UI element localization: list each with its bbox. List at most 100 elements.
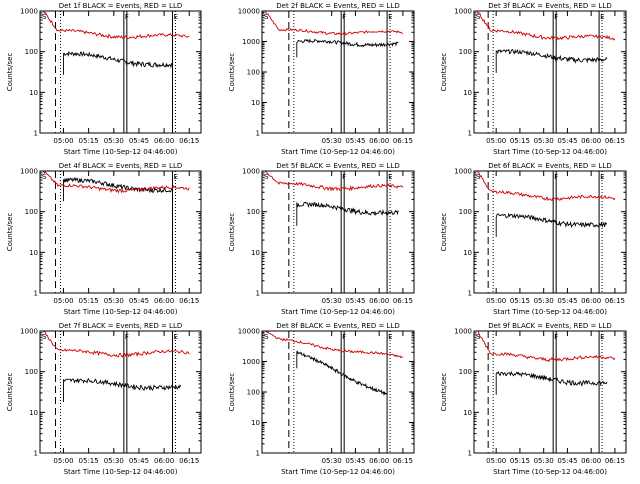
panel-title: Det 4f BLACK = Events, RED = LLD (59, 162, 182, 170)
x-axis-label: Start Time (10-Sep-12 04:46:00) (281, 148, 395, 156)
y-tick-label: 100 (459, 368, 472, 376)
panel-9: Det 9f BLACK = Events, RED = LLD Start Ti… (440, 322, 627, 476)
panel-title: Det 1f BLACK = Events, RED = LLD (59, 2, 182, 10)
y-tick-label: 10 (463, 249, 472, 257)
y-tick-label: 10 (29, 249, 38, 257)
y-tick-label: 1000 (242, 358, 260, 366)
x-tick-label: 06:15 (605, 137, 625, 145)
marker-e: E (600, 13, 604, 21)
events-series-line (296, 38, 399, 58)
y-tick-label: 1000 (454, 8, 472, 16)
events-series-line (63, 50, 173, 75)
events-series-line (495, 212, 608, 237)
marker-f: F (554, 13, 558, 21)
x-tick-label: 05:30 (104, 457, 124, 465)
x-tick-label: 05:00 (53, 457, 73, 465)
y-tick-label: 10000 (238, 328, 260, 336)
panel-8: Det 8f BLACK = Events, RED = LLD Start Ti… (228, 322, 415, 476)
marker-e: E (388, 13, 392, 21)
x-tick-label: 05:30 (104, 297, 124, 305)
y-axis-label: Counts/sec (228, 213, 236, 252)
panel-title: Det 8f BLACK = Events, RED = LLD (276, 322, 399, 330)
x-tick-label: 06:15 (179, 137, 199, 145)
x-tick-label: 05:00 (53, 137, 73, 145)
y-axis-label: Counts/sec (440, 53, 448, 92)
x-tick-label: 06:15 (179, 457, 199, 465)
y-tick-label: 1000 (454, 168, 472, 176)
y-tick-label: 100 (247, 69, 260, 77)
marker-e: E (600, 173, 604, 181)
y-tick-label: 1 (34, 450, 38, 458)
y-tick-label: 1 (468, 450, 472, 458)
x-tick-label: 05:15 (510, 457, 530, 465)
x-tick-label: 06:15 (179, 297, 199, 305)
y-tick-label: 10 (463, 409, 472, 417)
marker-e: E (600, 333, 604, 341)
x-tick-label: 05:15 (510, 297, 530, 305)
x-tick-label: 06:00 (581, 297, 601, 305)
y-axis-label: Counts/sec (6, 373, 14, 412)
marker-e: E (388, 173, 392, 181)
x-tick-label: 06:00 (154, 137, 174, 145)
x-tick-label: 05:45 (345, 137, 365, 145)
y-tick-label: 1 (256, 450, 260, 458)
y-tick-label: 10 (29, 409, 38, 417)
y-tick-label: 1 (34, 130, 38, 138)
marker-s: S (42, 13, 47, 21)
lld-series-line (476, 10, 616, 41)
y-tick-label: 100 (25, 208, 38, 216)
x-tick-label: 06:15 (393, 137, 413, 145)
x-tick-label: 06:15 (605, 297, 625, 305)
y-tick-label: 1000 (20, 8, 38, 16)
x-axis-label: Start Time (10-Sep-12 04:46:00) (493, 148, 607, 156)
panel-7: Det 7f BLACK = Events, RED = LLD Start Ti… (6, 322, 202, 476)
y-tick-label: 10 (29, 89, 38, 97)
x-tick-label: 05:45 (129, 297, 149, 305)
x-axis-label: Start Time (10-Sep-12 04:46:00) (281, 468, 395, 476)
plot-frame (261, 170, 415, 294)
x-tick-label: 05:30 (104, 137, 124, 145)
y-axis-label: Counts/sec (228, 373, 236, 412)
events-series-line (296, 350, 388, 397)
y-tick-label: 10 (251, 419, 260, 427)
panel-4: Det 4f BLACK = Events, RED = LLD Start Ti… (6, 162, 202, 316)
marker-e: E (173, 333, 177, 341)
panel-title: Det 7f BLACK = Events, RED = LLD (59, 322, 182, 330)
marker-e: E (173, 13, 177, 21)
x-tick-label: 06:00 (581, 137, 601, 145)
x-tick-label: 05:30 (322, 297, 342, 305)
x-tick-label: 05:30 (322, 137, 342, 145)
x-tick-label: 05:30 (534, 457, 554, 465)
marker-e: E (388, 333, 392, 341)
plot-frame (473, 170, 627, 294)
lld-series-line (264, 11, 403, 36)
y-axis-label: Counts/sec (228, 53, 236, 92)
y-tick-label: 10 (251, 249, 260, 257)
lld-series-line (265, 330, 403, 359)
lld-series-line (42, 170, 190, 194)
x-tick-label: 05:45 (345, 457, 365, 465)
y-axis-label: Counts/sec (440, 213, 448, 252)
y-tick-label: 1 (256, 130, 260, 138)
x-tick-label: 05:45 (129, 457, 149, 465)
x-tick-label: 06:00 (369, 297, 389, 305)
marker-e: E (173, 173, 177, 181)
lld-series-line (43, 330, 190, 358)
marker-s: S (264, 13, 269, 21)
x-tick-label: 06:15 (605, 457, 625, 465)
y-tick-label: 1000 (242, 168, 260, 176)
lld-series-line (43, 10, 190, 40)
y-tick-label: 100 (459, 48, 472, 56)
marker-f: F (554, 173, 558, 181)
x-tick-label: 05:00 (53, 297, 73, 305)
y-tick-label: 10 (463, 89, 472, 97)
y-tick-label: 1000 (242, 38, 260, 46)
x-tick-label: 05:15 (510, 137, 530, 145)
events-series-line (63, 176, 173, 202)
x-tick-label: 05:15 (79, 137, 99, 145)
x-tick-label: 05:00 (486, 137, 506, 145)
y-tick-label: 10000 (238, 8, 260, 16)
x-tick-label: 05:45 (557, 457, 577, 465)
